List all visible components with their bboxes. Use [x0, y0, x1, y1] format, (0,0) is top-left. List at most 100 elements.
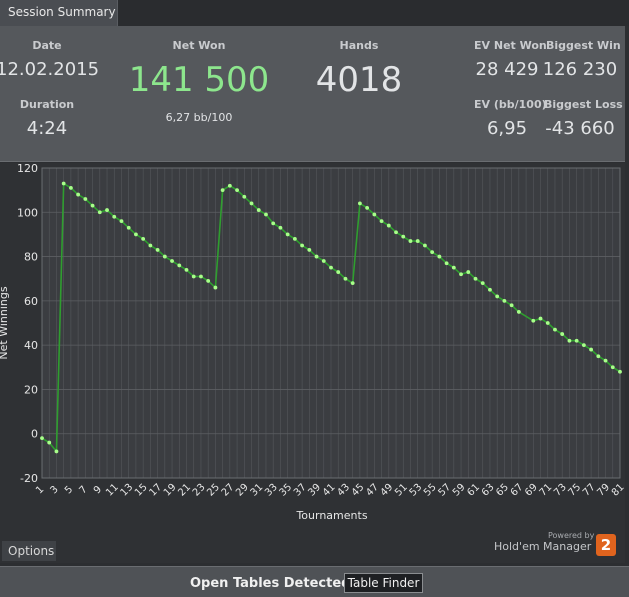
data-point — [574, 338, 579, 343]
chart-area: -20 0 20 40 60 80 100 120 1 3 5 7 9 11 13 15 17 19 21 23 25… — [0, 162, 627, 563]
data-point — [459, 272, 463, 277]
data-point — [502, 298, 507, 303]
hands-label: Hands — [339, 39, 379, 52]
hands-value: 4018 — [315, 60, 403, 100]
table-finder-button[interactable]: Table Finder — [344, 573, 423, 593]
data-point — [437, 254, 442, 259]
data-point — [321, 259, 326, 263]
data-point — [40, 436, 44, 441]
data-point — [76, 192, 81, 197]
x-tick-label: 7 — [77, 484, 89, 496]
data-point — [61, 181, 66, 186]
date-label: Date — [32, 39, 62, 52]
y-axis-label: Net Winnings — [0, 286, 10, 359]
data-point — [69, 186, 73, 190]
data-point — [401, 234, 406, 239]
data-point — [358, 201, 362, 206]
y-tick-label: -20 — [20, 472, 38, 485]
data-point — [560, 332, 565, 336]
data-point — [394, 230, 398, 235]
data-point — [206, 279, 211, 283]
data-point — [242, 194, 247, 199]
x-tick-label: 9 — [92, 484, 104, 496]
data-point — [343, 276, 348, 281]
data-point — [184, 267, 189, 272]
data-point — [314, 254, 319, 259]
data-point — [408, 239, 413, 243]
x-axis-label: Tournaments — [295, 509, 367, 522]
data-point — [430, 250, 435, 255]
y-tick-label: 120 — [17, 163, 38, 175]
powered-by-label: Powered by — [548, 531, 595, 540]
duration-label: Duration — [19, 98, 75, 111]
data-point — [213, 285, 218, 290]
biggest-win-label: Biggest Win — [546, 39, 621, 52]
data-point — [54, 449, 59, 454]
biggest-loss-label: Biggest Loss — [544, 98, 623, 111]
data-point — [141, 236, 146, 241]
biggest-win-value: 126 230 — [542, 59, 618, 80]
data-point — [610, 365, 615, 370]
data-point — [97, 210, 102, 215]
options-button[interactable]: Options — [2, 541, 56, 561]
data-point — [495, 294, 500, 299]
net-won-bb100: 6,27 bb/100 — [165, 111, 233, 124]
data-point — [545, 321, 550, 325]
data-point — [466, 270, 471, 274]
data-point — [126, 225, 131, 230]
series-group — [40, 181, 622, 454]
ev-bb100-label: EV (bb/100) — [474, 98, 547, 111]
data-point — [581, 343, 586, 348]
x-tick-label: 81 — [610, 482, 625, 499]
tab-bar: Session Summary — [0, 0, 629, 26]
data-point — [567, 338, 572, 343]
data-point — [415, 239, 420, 243]
ev-bb100-value: 6,95 — [486, 118, 528, 139]
data-point — [105, 208, 109, 212]
data-point — [329, 265, 333, 270]
holdem-manager-label: Hold'em Manager — [494, 540, 592, 553]
data-point — [220, 188, 225, 193]
x-tick-label: 3 — [49, 484, 61, 496]
y-tick-label: 0 — [31, 428, 38, 441]
data-point — [199, 274, 203, 279]
net-won-value: 141 500 — [128, 60, 270, 100]
ev-net-won-value: 28 429 — [475, 59, 539, 80]
data-point — [278, 225, 283, 230]
data-point — [596, 354, 601, 359]
data-point — [365, 205, 370, 210]
y-tick-label: 40 — [24, 339, 38, 352]
data-point — [531, 318, 536, 323]
data-point — [488, 287, 492, 292]
date-value: 12.02.2015 — [0, 59, 100, 80]
data-point — [379, 219, 384, 224]
tab-session-summary[interactable]: Session Summary — [0, 0, 118, 26]
data-point — [538, 316, 543, 321]
data-point — [553, 327, 557, 332]
data-point — [119, 219, 124, 224]
data-point — [372, 212, 377, 217]
bottom-bar — [0, 566, 629, 597]
grid-lines — [41, 167, 621, 479]
data-point — [480, 281, 485, 286]
data-point — [170, 259, 174, 263]
data-point — [256, 208, 261, 212]
y-tick-label: 60 — [24, 295, 38, 308]
x-tick-labels: 1 3 5 7 9 11131517192123252729313335373941434… — [34, 482, 627, 499]
data-point — [509, 303, 514, 308]
data-point — [271, 221, 276, 226]
net-won-label: Net Won — [172, 39, 226, 52]
data-point — [516, 310, 521, 314]
data-point — [177, 263, 182, 268]
data-point — [235, 188, 239, 193]
data-point — [162, 254, 167, 259]
data-point — [423, 243, 427, 248]
duration-value: 4:24 — [26, 118, 68, 139]
data-point — [90, 203, 95, 208]
y-tick-labels: -20 0 20 40 60 80 100 120 — [17, 162, 38, 485]
data-point — [155, 248, 160, 252]
data-point — [134, 232, 138, 237]
data-point — [148, 243, 153, 248]
